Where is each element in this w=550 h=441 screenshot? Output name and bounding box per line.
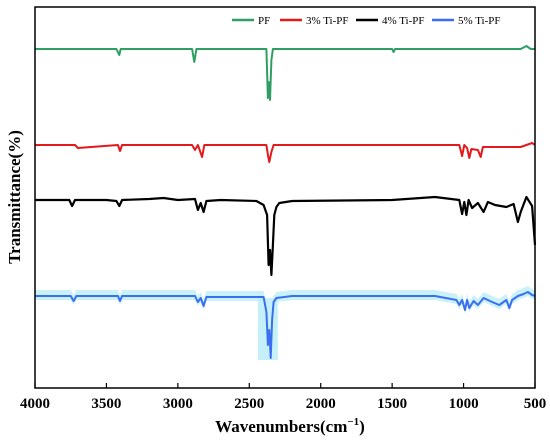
x-tick-labels: 4000 3500 3000 2500 2000 1500 1000 500: [20, 396, 546, 412]
x-tick-label-6: 1000: [449, 396, 479, 412]
plot-frame: [34, 6, 536, 389]
y-axis-title: Transmittance(%): [5, 130, 24, 264]
x-tick-label-5: 1500: [377, 396, 407, 412]
series-line-1: [35, 45, 535, 101]
x-tick-label-2: 3000: [163, 396, 193, 412]
series-line-3: [35, 195, 537, 277]
x-tick-label-4: 2000: [306, 396, 336, 412]
x-tick-label-0: 4000: [20, 396, 50, 412]
x-tick-label-3: 2500: [234, 396, 264, 412]
series-line-4: [35, 291, 536, 359]
x-axis-title-close: ): [359, 417, 365, 436]
x-axis-title-sup: −1: [347, 416, 359, 428]
x-tick-label-7: 500: [524, 396, 547, 412]
x-axis-title: Wavenumbers(cm−1): [215, 416, 365, 436]
legend-label-3: 4% Ti-PF: [382, 15, 425, 27]
series-line-2: [35, 142, 536, 163]
x-ticks: [34, 383, 536, 388]
legend-label-2: 3% Ti-PF: [306, 15, 349, 27]
series-layer: [35, 45, 537, 359]
x-tick-label-1: 3500: [91, 396, 121, 412]
legend: PF 3% Ti-PF 4% Ti-PF 5% Ti-PF: [232, 15, 501, 27]
series-5-shading: [35, 286, 535, 362]
legend-label-1: PF: [258, 15, 270, 27]
x-axis-title-main: Wavenumbers(cm: [215, 417, 347, 436]
legend-label-4: 5% Ti-PF: [458, 15, 501, 27]
